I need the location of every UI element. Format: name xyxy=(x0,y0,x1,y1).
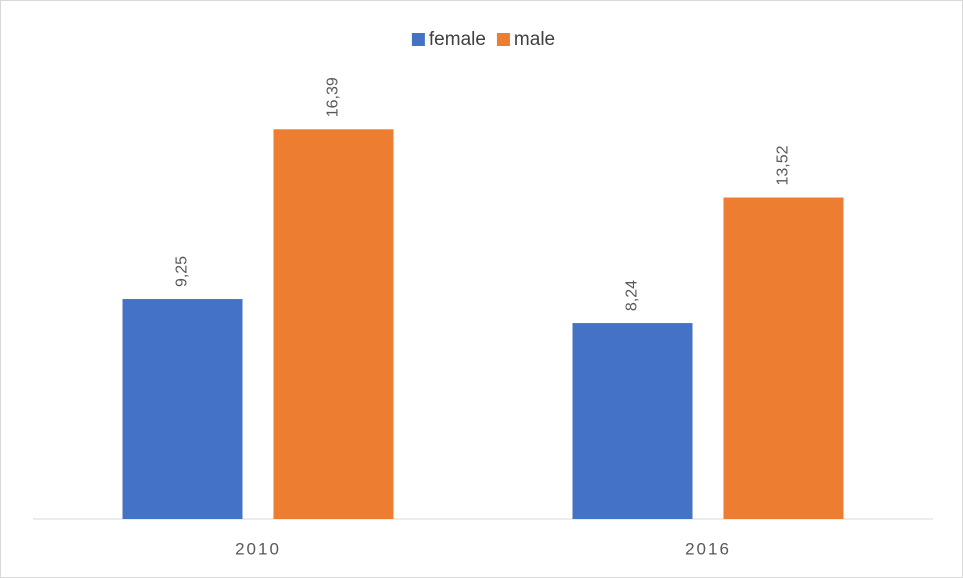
bar xyxy=(273,129,394,519)
legend-label: female xyxy=(429,29,486,50)
x-tick-label: 2016 xyxy=(685,539,731,558)
bar xyxy=(572,323,693,519)
legend-swatch xyxy=(411,33,425,46)
data-label: 13,52 xyxy=(775,145,792,185)
bar xyxy=(723,197,844,519)
legend-swatch xyxy=(496,33,510,46)
bar xyxy=(122,299,243,519)
legend-label: male xyxy=(514,29,555,50)
x-tick-label: 2010 xyxy=(235,539,281,558)
data-label: 8,24 xyxy=(624,280,641,311)
data-label: 16,39 xyxy=(325,77,342,117)
data-label: 9,25 xyxy=(174,256,191,287)
